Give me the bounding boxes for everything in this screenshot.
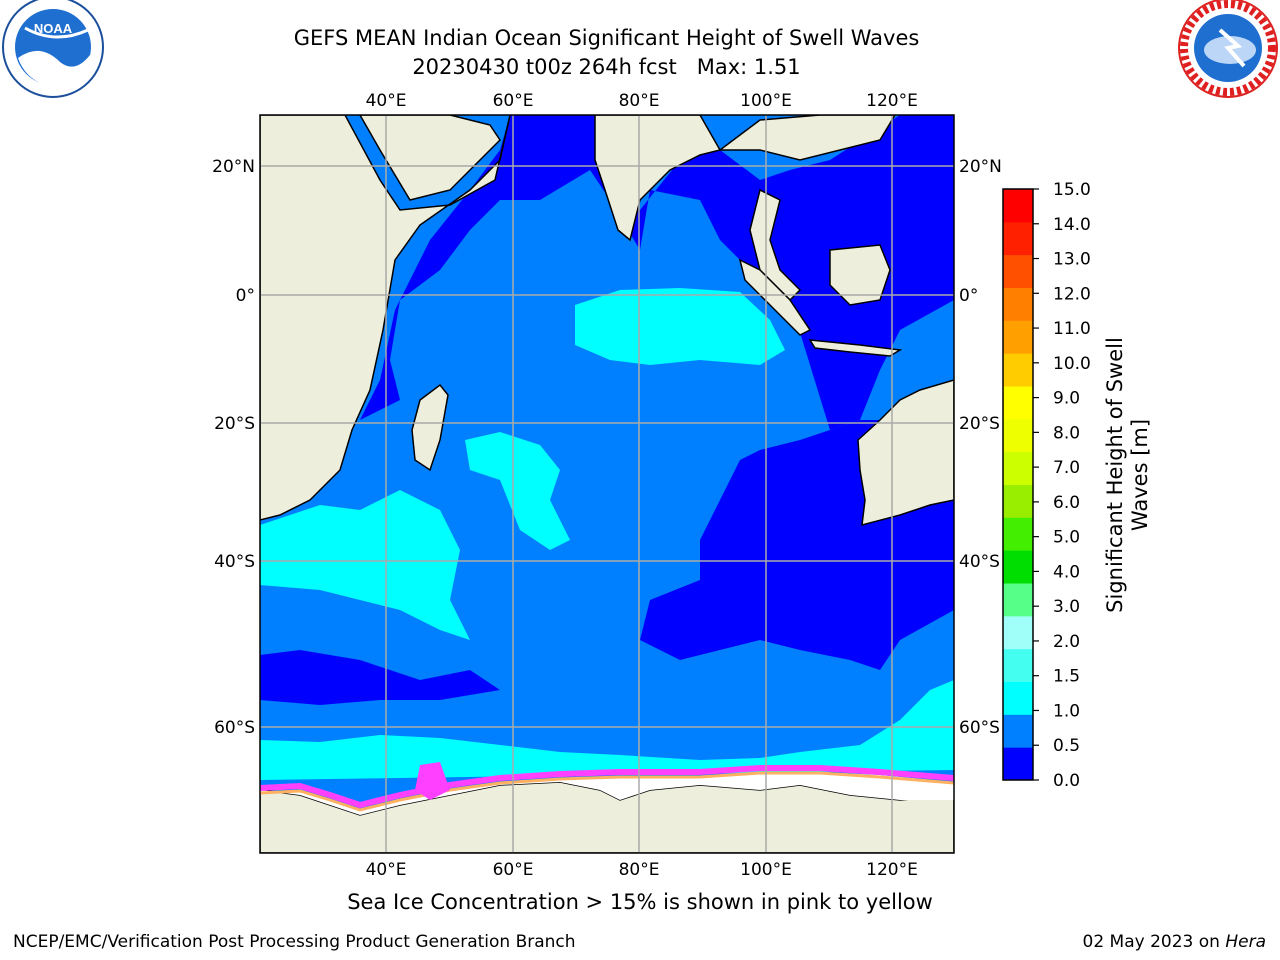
colorbar-swatch bbox=[1003, 254, 1033, 288]
footer-credit: NCEP/EMC/Verification Post Processing Pr… bbox=[13, 932, 576, 952]
land-se-asia bbox=[717, 115, 896, 161]
colorbar-tick-label: 15.0 bbox=[1053, 180, 1091, 200]
swell-band-antarctic bbox=[260, 680, 954, 780]
colorbar-swatch bbox=[1003, 615, 1033, 650]
lat-label-left: 20°S bbox=[214, 414, 255, 434]
lon-label-bottom: 80°E bbox=[619, 860, 660, 880]
map-frame bbox=[259, 114, 955, 854]
colorbar-swatch bbox=[1003, 287, 1033, 321]
graticule bbox=[260, 115, 954, 853]
land-africa bbox=[260, 115, 511, 521]
land-india bbox=[594, 115, 722, 242]
footer-host: Hera bbox=[1225, 932, 1266, 952]
lon-label-bottom: 100°E bbox=[740, 860, 792, 880]
colorbar-tick-label: 0.5 bbox=[1053, 736, 1080, 756]
colorbar-swatch bbox=[1003, 386, 1033, 420]
lon-labels-bottom: 40°E 60°E 80°E 100°E 120°E bbox=[366, 860, 918, 880]
noaa-logo: NOAA bbox=[2, 0, 104, 98]
sea-ice-area bbox=[260, 772, 954, 815]
lon-label-top: 100°E bbox=[740, 91, 792, 111]
lon-label-bottom: 120°E bbox=[866, 860, 918, 880]
sea-ice-caption: Sea Ice Concentration > 15% is shown in … bbox=[347, 890, 933, 914]
colorbar-swatch bbox=[1003, 451, 1033, 485]
swell-band-south-strip bbox=[260, 650, 500, 705]
colorbar-swatch bbox=[1003, 714, 1033, 748]
lat-label-left: 20°N bbox=[212, 157, 255, 177]
lat-label-left: 60°S bbox=[214, 718, 255, 738]
lon-label-top: 120°E bbox=[866, 91, 918, 111]
lon-label-top: 80°E bbox=[619, 91, 660, 111]
nws-logo bbox=[1178, 0, 1278, 98]
colorbar-title: Significant Height of Swell Waves [m] bbox=[1103, 337, 1152, 613]
colorbar-tick-label: 12.0 bbox=[1053, 284, 1091, 304]
lon-label-bottom: 40°E bbox=[366, 860, 407, 880]
colorbar-tick-label: 11.0 bbox=[1053, 319, 1091, 339]
swell-band-equatorial bbox=[575, 288, 785, 365]
lat-label-left: 40°S bbox=[214, 552, 255, 572]
land-java bbox=[808, 339, 903, 357]
colorbar-swatch bbox=[1003, 484, 1033, 518]
colorbar-swatch bbox=[1003, 583, 1033, 617]
lat-label-right: 20°N bbox=[959, 157, 1002, 177]
colorbar: 0.0 0.5 1.0 1.5 2.0 3.0 4.0 5.0 6.0 7.0 8.0 9.0 10.0… bbox=[1002, 180, 1091, 791]
colorbar-tick-label: 9.0 bbox=[1053, 389, 1080, 409]
colorbar-tick-label: 1.5 bbox=[1053, 667, 1080, 687]
colorbar-tick-label: 7.0 bbox=[1053, 458, 1080, 478]
lon-label-top: 40°E bbox=[366, 91, 407, 111]
lon-label-bottom: 60°E bbox=[493, 860, 534, 880]
lat-labels-right: 20°N 0° 20°S 40°S 60°S bbox=[959, 157, 1002, 738]
lat-label-right: 20°S bbox=[959, 414, 1000, 434]
colorbar-tick-label: 14.0 bbox=[1053, 215, 1091, 235]
colorbar-swatch bbox=[1003, 418, 1033, 453]
land-australia bbox=[857, 379, 954, 527]
chart-subtitle: 20230430 t00z 264h fcst Max: 1.51 bbox=[412, 55, 801, 79]
lat-label-right: 60°S bbox=[959, 718, 1000, 738]
colorbar-tick-label: 3.0 bbox=[1053, 597, 1080, 617]
colorbar-swatch bbox=[1003, 550, 1033, 584]
colorbar-tick-label: 8.0 bbox=[1053, 423, 1080, 443]
swell-band-arabian-sea bbox=[360, 115, 954, 430]
colorbar-tick-label: 4.0 bbox=[1053, 562, 1080, 582]
colorbar-swatch bbox=[1003, 189, 1033, 223]
colorbar-swatch bbox=[1003, 221, 1033, 256]
lon-label-top: 60°E bbox=[493, 91, 534, 111]
colorbar-swatch bbox=[1003, 353, 1033, 387]
lat-labels-left: 20°N 0° 20°S 40°S 60°S bbox=[212, 157, 255, 738]
colorbar-tick-label: 10.0 bbox=[1053, 354, 1091, 374]
lat-label-left: 0° bbox=[236, 286, 255, 306]
colorbar-frame bbox=[1002, 188, 1034, 781]
colorbar-tick-label: 1.0 bbox=[1053, 701, 1080, 721]
swell-band-southwest bbox=[260, 490, 470, 640]
land-sumatra bbox=[738, 258, 812, 336]
sea-ice-edge bbox=[260, 765, 954, 809]
colorbar-swatch bbox=[1003, 648, 1033, 682]
colorbar-swatch bbox=[1003, 681, 1033, 715]
sea-ice-edge-outer bbox=[260, 771, 954, 812]
colorbar-swatch bbox=[1003, 747, 1033, 781]
swell-band-south-central bbox=[465, 432, 570, 550]
lat-label-right: 0° bbox=[959, 286, 978, 306]
footer-date: 02 May 2023 on Hera bbox=[1083, 932, 1267, 952]
sea-ice-patch bbox=[415, 762, 450, 800]
footer-date-text: 02 May 2023 on bbox=[1082, 932, 1220, 952]
land-madagascar bbox=[411, 383, 449, 472]
colorbar-swatch bbox=[1003, 517, 1033, 551]
map-area bbox=[260, 115, 954, 853]
noaa-logo-text: NOAA bbox=[34, 21, 73, 36]
colorbar-swatch bbox=[1003, 320, 1033, 354]
colorbar-tick-label: 5.0 bbox=[1053, 528, 1080, 548]
chart-title: GEFS MEAN Indian Ocean Significant Heigh… bbox=[293, 26, 920, 50]
lon-labels-top: 40°E 60°E 80°E 100°E 120°E bbox=[366, 91, 918, 111]
colorbar-tick-label: 6.0 bbox=[1053, 493, 1080, 513]
land bbox=[260, 115, 954, 853]
lat-label-right: 40°S bbox=[959, 552, 1000, 572]
colorbar-tick-label: 0.0 bbox=[1053, 771, 1080, 791]
colorbar-tick-label: 2.0 bbox=[1053, 632, 1080, 652]
colorbar-tick-label: 13.0 bbox=[1053, 250, 1091, 270]
land-borneo bbox=[829, 244, 891, 306]
